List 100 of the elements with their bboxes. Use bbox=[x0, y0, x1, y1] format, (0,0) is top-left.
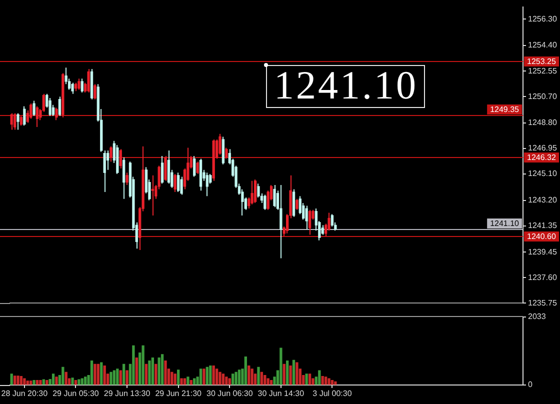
candlestick bbox=[151, 175, 154, 216]
bar bbox=[144, 364, 148, 385]
bar bbox=[20, 376, 23, 385]
bar bbox=[132, 345, 135, 385]
bar bbox=[103, 366, 106, 385]
bar bbox=[78, 379, 80, 385]
bar bbox=[46, 380, 48, 385]
bar bbox=[151, 358, 154, 385]
bar bbox=[148, 360, 151, 385]
bar bbox=[215, 368, 218, 385]
bar bbox=[225, 376, 228, 385]
y-tick-label: 1248.80 bbox=[528, 118, 558, 128]
bar bbox=[321, 376, 324, 385]
bar bbox=[112, 370, 116, 385]
x-tick-label: 29 Jun 13:30 bbox=[104, 389, 151, 398]
y-tick-label: 1250.70 bbox=[528, 92, 558, 101]
bar bbox=[257, 366, 260, 385]
bar bbox=[232, 374, 234, 385]
bar bbox=[264, 374, 266, 385]
x-tick-label: 30 Jun 06:30 bbox=[206, 389, 254, 398]
annotation: 1241.10 bbox=[274, 62, 418, 108]
bar bbox=[280, 348, 282, 385]
bar bbox=[39, 380, 42, 385]
ref-line-label: 1246.32 bbox=[527, 153, 556, 162]
bar bbox=[183, 378, 186, 385]
bar bbox=[222, 374, 225, 385]
bar bbox=[142, 345, 144, 385]
bar bbox=[110, 372, 112, 385]
bar bbox=[62, 366, 64, 385]
bar bbox=[13, 376, 16, 385]
bar bbox=[26, 380, 29, 385]
bar bbox=[305, 374, 308, 385]
bar bbox=[190, 380, 192, 385]
bar bbox=[160, 354, 164, 385]
bar bbox=[193, 378, 196, 385]
bar bbox=[228, 378, 231, 385]
y-tick-label: 1241.35 bbox=[528, 221, 558, 230]
ref-line-label: 1240.60 bbox=[527, 232, 556, 242]
bar bbox=[36, 380, 39, 385]
bar bbox=[164, 360, 167, 385]
bar bbox=[334, 381, 337, 385]
bar bbox=[16, 376, 20, 385]
bar bbox=[270, 380, 273, 385]
bar bbox=[100, 362, 103, 385]
x-tick-label: 3 Jul 00:30 bbox=[312, 389, 352, 398]
y-tick-label: 1254.40 bbox=[528, 40, 558, 50]
bar bbox=[308, 374, 312, 385]
bar bbox=[122, 364, 126, 385]
bar bbox=[260, 372, 264, 385]
bar bbox=[244, 356, 247, 385]
bar bbox=[234, 372, 238, 385]
bar bbox=[52, 374, 55, 385]
bar bbox=[94, 364, 96, 385]
y-tick-label: 1246.95 bbox=[528, 144, 558, 153]
bar bbox=[84, 376, 87, 385]
bar bbox=[296, 362, 298, 385]
bar bbox=[328, 378, 330, 385]
bar bbox=[180, 378, 183, 385]
y-tick-label: 1243.20 bbox=[528, 195, 558, 204]
y-tick-label: 1252.55 bbox=[528, 66, 558, 76]
bar bbox=[90, 360, 94, 385]
bar bbox=[292, 360, 296, 385]
y-tick-label: 1237.60 bbox=[528, 272, 558, 282]
bar bbox=[96, 364, 100, 385]
bar bbox=[330, 380, 334, 385]
bar bbox=[23, 378, 26, 385]
bar bbox=[186, 376, 190, 385]
bar bbox=[209, 366, 212, 385]
x-tick-label: 28 Jun 20:30 bbox=[1, 389, 48, 398]
bar bbox=[199, 368, 202, 385]
bar bbox=[212, 366, 215, 385]
bar bbox=[30, 380, 32, 385]
bar bbox=[170, 372, 174, 385]
bar bbox=[286, 360, 289, 385]
bar bbox=[250, 368, 254, 385]
bar bbox=[42, 379, 45, 385]
bar bbox=[174, 374, 176, 385]
bar bbox=[74, 380, 78, 385]
y-tick-label: 1235.75 bbox=[528, 298, 558, 308]
bar bbox=[324, 376, 328, 385]
y-tick-label: 1239.45 bbox=[528, 247, 558, 256]
x-tick-label: 29 Jun 05:30 bbox=[52, 389, 100, 398]
bar bbox=[177, 370, 180, 385]
bar bbox=[266, 378, 270, 385]
bar bbox=[202, 368, 206, 385]
y-tick-label: 0 bbox=[528, 380, 533, 390]
bar bbox=[158, 358, 160, 385]
x-tick-label: 29 Jun 21:30 bbox=[155, 389, 202, 398]
bar bbox=[80, 378, 84, 385]
bar bbox=[32, 380, 36, 385]
bar bbox=[238, 370, 241, 385]
bar bbox=[289, 366, 292, 385]
ref-line-label: 1241.10 bbox=[490, 219, 520, 228]
bar bbox=[116, 368, 119, 385]
ref-line-label: 1253.25 bbox=[527, 57, 556, 66]
bar bbox=[206, 366, 209, 385]
bar bbox=[10, 374, 13, 385]
bar bbox=[154, 364, 158, 385]
bar bbox=[248, 366, 250, 385]
ref-line-label: 1249.35 bbox=[490, 105, 520, 114]
